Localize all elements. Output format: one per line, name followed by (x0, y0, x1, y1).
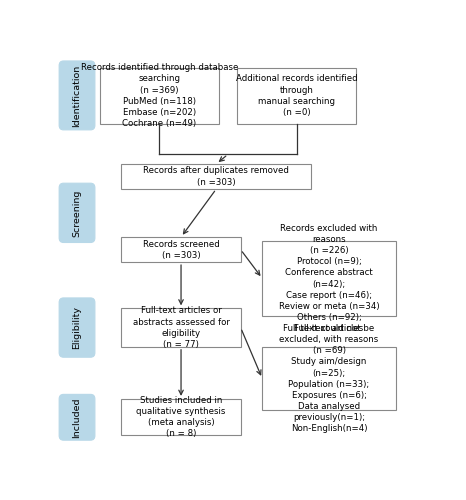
Text: Records after duplicates removed
(n =303): Records after duplicates removed (n =303… (144, 166, 289, 186)
Text: Identification: Identification (73, 64, 82, 126)
Text: Screening: Screening (73, 189, 82, 236)
FancyBboxPatch shape (122, 164, 311, 189)
FancyBboxPatch shape (122, 399, 240, 436)
FancyBboxPatch shape (100, 68, 219, 124)
Text: Full-text articles
excluded, with reasons
(n =69)
Study aim/design
(n=25);
Popul: Full-text articles excluded, with reason… (280, 324, 379, 433)
Text: Full-text articles or
abstracts assessed for
eligibility
(n = 77): Full-text articles or abstracts assessed… (133, 306, 229, 348)
FancyBboxPatch shape (59, 61, 95, 130)
Text: Eligibility: Eligibility (73, 306, 82, 349)
FancyBboxPatch shape (122, 237, 240, 262)
FancyBboxPatch shape (262, 241, 396, 316)
FancyBboxPatch shape (59, 298, 95, 357)
Text: Included: Included (73, 397, 82, 438)
FancyBboxPatch shape (59, 183, 95, 242)
Text: Records identified through database
searching
(n =369)
PubMed (n=118)
Embase (n=: Records identified through database sear… (81, 64, 238, 128)
FancyBboxPatch shape (122, 308, 240, 347)
Text: Records screened
(n =303): Records screened (n =303) (143, 240, 219, 260)
FancyBboxPatch shape (59, 394, 95, 440)
FancyBboxPatch shape (237, 68, 356, 124)
Text: Studies included in
qualitative synthesis
(meta analysis)
(n = 8): Studies included in qualitative synthesi… (137, 396, 226, 438)
Text: Records excluded with
reasons
(n =226)
Protocol (n=9);
Conference abstract
(n=42: Records excluded with reasons (n =226) P… (279, 224, 379, 333)
Text: Additional records identified
through
manual searching
(n =0): Additional records identified through ma… (236, 74, 357, 117)
FancyBboxPatch shape (262, 347, 396, 410)
